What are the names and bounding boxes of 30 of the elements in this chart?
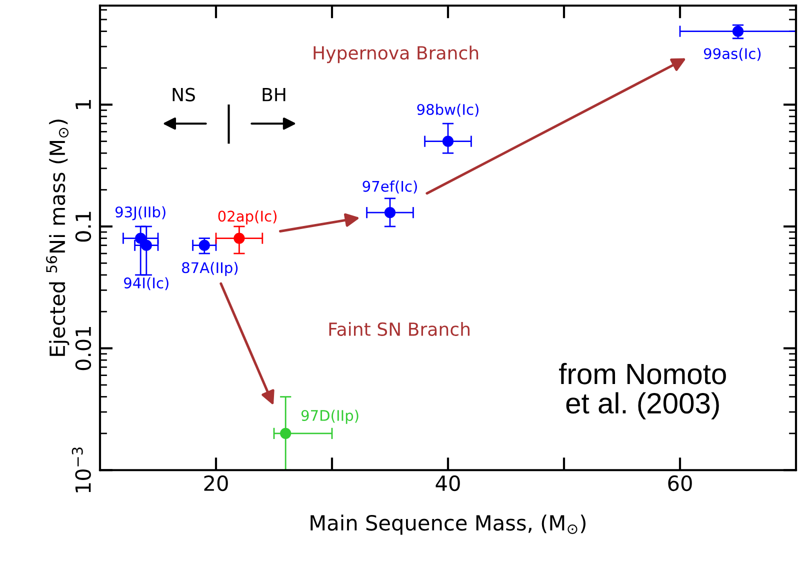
point	[280, 428, 292, 439]
x-tick-label: 60	[668, 475, 692, 492]
x-tick-label: 20	[204, 475, 228, 492]
series-label: 97ef(Ic)	[362, 180, 417, 194]
annotation: Hypernova Branch	[314, 46, 478, 64]
point	[140, 240, 152, 251]
text: 94I(Ic)	[124, 277, 168, 290]
series-label: 97D(IIp)	[301, 410, 358, 424]
annotation: Faint SN Branch	[329, 322, 470, 336]
annotation: from Nomoto et al. (2003)	[559, 362, 726, 420]
series-label: 98bw(Ic)	[417, 104, 478, 117]
point	[135, 232, 146, 244]
y-axis-title: Ejected $^{56}$Ni mass (M$_{⊙}$)	[46, 120, 70, 356]
y-tick-label: 10$^{−3}$	[72, 448, 91, 492]
x-axis-title: Main Sequence Mass, (M$_{⊙}$)	[310, 514, 586, 535]
annotation: BH	[262, 88, 286, 102]
point	[198, 240, 210, 251]
point	[384, 207, 396, 218]
series-label: 93J(IIb)	[115, 206, 166, 220]
series-label: 02ap(Ic)	[218, 210, 276, 224]
point	[732, 26, 744, 37]
point	[234, 232, 245, 244]
x-tick-label: 40	[436, 475, 460, 492]
y-tick-label: 1	[76, 100, 91, 109]
series-label: 87A(IIp)	[182, 262, 238, 276]
y-tick-label: 0.01	[75, 327, 92, 370]
annotation: NS	[172, 88, 195, 102]
y-tick-label: 0.1	[75, 212, 92, 242]
series-label: 99as(Ic)	[704, 48, 761, 61]
point	[442, 136, 454, 147]
